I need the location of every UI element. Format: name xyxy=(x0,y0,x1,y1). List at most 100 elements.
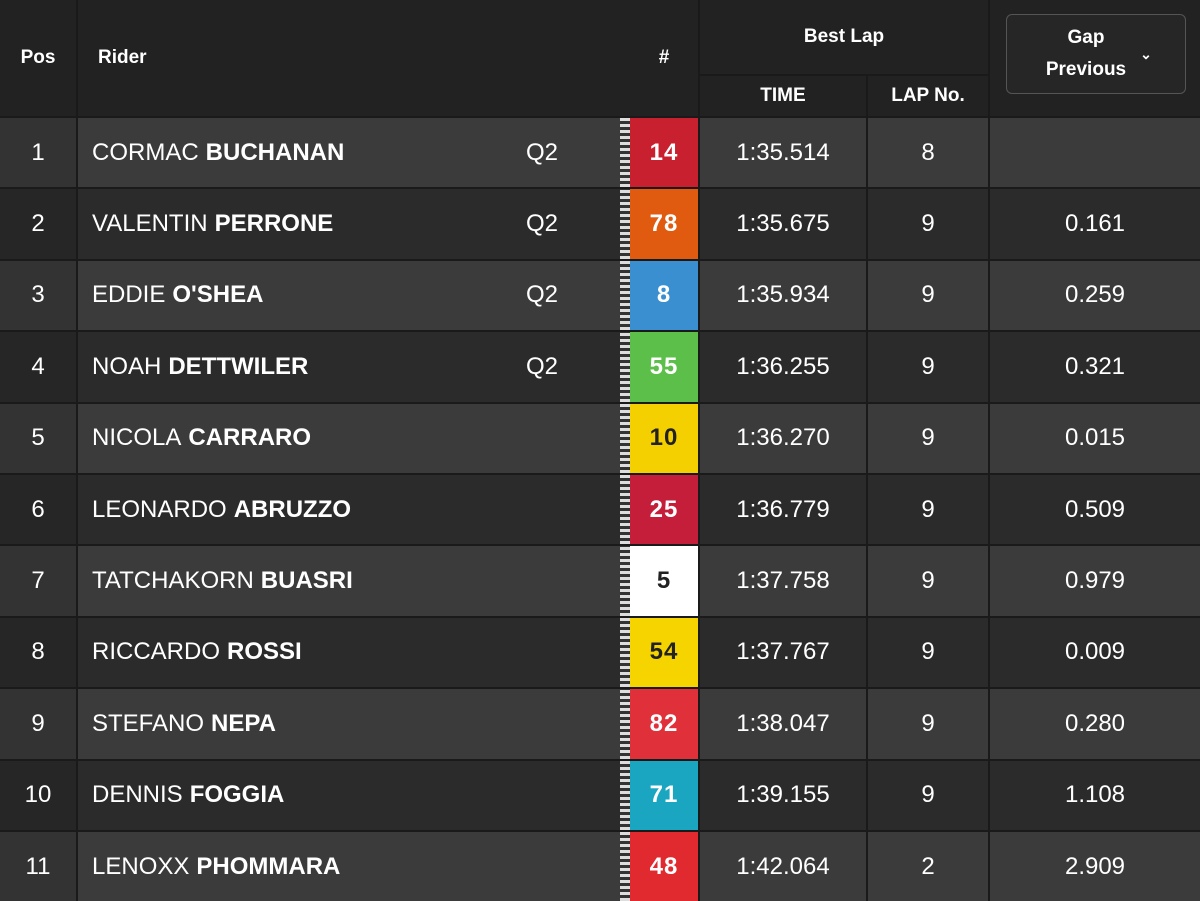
rider-cell: LEONARDO ABRUZZO xyxy=(78,475,620,545)
session-tag: Q2 xyxy=(526,281,559,309)
last-name: ROSSI xyxy=(227,638,302,666)
rider-cell: RICCARDO ROSSI xyxy=(78,617,620,688)
rider-number: 71 xyxy=(630,760,698,830)
rider-cell: STEFANO NEPA xyxy=(78,689,620,759)
gap-cell: 0.015 xyxy=(990,403,1200,473)
stripe xyxy=(620,403,630,473)
last-name: BUASRI xyxy=(260,567,353,595)
first-name: STEFANO xyxy=(92,709,205,737)
last-name: ABRUZZO xyxy=(233,495,352,523)
session-tag: Q2 xyxy=(526,210,559,238)
gap-cell: 0.280 xyxy=(990,689,1200,759)
lap-number: 9 xyxy=(868,689,988,759)
rider-cell: CORMAC BUCHANAN xyxy=(78,118,620,188)
gap-cell: 0.009 xyxy=(990,617,1200,688)
rider-number: 5 xyxy=(630,546,698,616)
pos-cell: 5 xyxy=(0,403,76,473)
rider-cell: EDDIE O'SHEA xyxy=(78,260,620,331)
pos-header: Pos xyxy=(0,0,76,116)
pos-cell: 7 xyxy=(0,546,76,616)
pos-cell: 11 xyxy=(0,832,76,901)
first-name: NICOLA xyxy=(92,424,182,452)
chevron: ⌄ xyxy=(1140,46,1152,62)
lap-time: 1:37.767 xyxy=(700,617,866,688)
stripe xyxy=(620,546,630,616)
session-tag: Q2 xyxy=(526,352,559,380)
lap-number: 9 xyxy=(868,617,988,688)
rider-cell: TATCHAKORN BUASRI xyxy=(78,546,620,616)
stripe xyxy=(620,118,630,188)
lap-number: 9 xyxy=(868,546,988,616)
first-name: LENOXX xyxy=(92,852,190,880)
lap-time: 1:38.047 xyxy=(700,689,866,759)
stripe xyxy=(620,332,630,402)
pos-cell: 8 xyxy=(0,617,76,688)
pos-cell: 10 xyxy=(0,760,76,830)
session-tag: Q2 xyxy=(526,138,559,166)
lap-number: 2 xyxy=(868,832,988,901)
lap-time: 1:42.064 xyxy=(700,832,866,901)
first-name: RICCARDO xyxy=(92,638,221,666)
pos-cell: 2 xyxy=(0,189,76,259)
pos-cell: 3 xyxy=(0,260,76,331)
lap-time: 1:36.779 xyxy=(700,475,866,545)
last-name: PERRONE xyxy=(214,210,334,238)
gap-cell xyxy=(990,118,1200,188)
rider-number: 8 xyxy=(630,260,698,331)
lap-time: 1:35.675 xyxy=(700,189,866,259)
first-name: TATCHAKORN xyxy=(92,567,254,595)
stripe xyxy=(620,260,630,331)
lap-number: 9 xyxy=(868,760,988,830)
rider-cell: NICOLA CARRARO xyxy=(78,403,620,473)
lap-number: 8 xyxy=(868,118,988,188)
stripe xyxy=(620,189,630,259)
last-name: NEPA xyxy=(211,709,276,737)
pos-cell: 4 xyxy=(0,332,76,402)
lap-number: 9 xyxy=(868,403,988,473)
lap-time: 1:39.155 xyxy=(700,760,866,830)
first-name: LEONARDO xyxy=(92,495,227,523)
gap-cell: 2.909 xyxy=(990,832,1200,901)
last-name: O'SHEA xyxy=(172,281,264,309)
lap-time: 1:35.514 xyxy=(700,118,866,188)
rider-number: 14 xyxy=(630,118,698,188)
lap-time: 1:37.758 xyxy=(700,546,866,616)
rider-number: 54 xyxy=(630,617,698,688)
gap-label: Gap Previous xyxy=(1045,27,1127,80)
gap-cell: 0.321 xyxy=(990,332,1200,402)
lap-time: 1:36.255 xyxy=(700,332,866,402)
lap-time: 1:35.934 xyxy=(700,260,866,331)
rider-number: 78 xyxy=(630,189,698,259)
pos-cell: 6 xyxy=(0,475,76,545)
gap-cell: 1.108 xyxy=(990,760,1200,830)
time-header: TIME xyxy=(700,76,866,116)
rider-number: 82 xyxy=(630,689,698,759)
gap-cell: 0.259 xyxy=(990,260,1200,331)
rider-number: 25 xyxy=(630,475,698,545)
first-name: VALENTIN xyxy=(92,210,208,238)
first-name: CORMAC xyxy=(92,138,199,166)
gap-dropdown[interactable]: Gap Previous ⌄ xyxy=(1006,14,1186,94)
rider-cell: DENNIS FOGGIA xyxy=(78,760,620,830)
rider-cell: NOAH DETTWILER xyxy=(78,332,620,402)
lap-header: LAP No. xyxy=(868,76,988,116)
gap-cell: 0.509 xyxy=(990,475,1200,545)
stripe xyxy=(620,760,630,830)
rider-number: 48 xyxy=(630,832,698,901)
lap-number: 9 xyxy=(868,189,988,259)
first-name: NOAH xyxy=(92,352,162,380)
last-name: DETTWILER xyxy=(168,352,309,380)
rider-cell: VALENTIN PERRONE xyxy=(78,189,620,259)
gap-cell: 0.161 xyxy=(990,189,1200,259)
lap-number: 9 xyxy=(868,332,988,402)
last-name: BUCHANAN xyxy=(205,138,345,166)
first-name: DENNIS xyxy=(92,781,183,809)
rider-cell: LENOXX PHOMMARA xyxy=(78,832,620,901)
gap-cell: 0.979 xyxy=(990,546,1200,616)
last-name: FOGGIA xyxy=(189,781,285,809)
pos-cell: 1 xyxy=(0,118,76,188)
best-lap-header: Best Lap xyxy=(700,0,988,74)
rider-header: Rider xyxy=(78,0,698,116)
pos-cell: 9 xyxy=(0,689,76,759)
